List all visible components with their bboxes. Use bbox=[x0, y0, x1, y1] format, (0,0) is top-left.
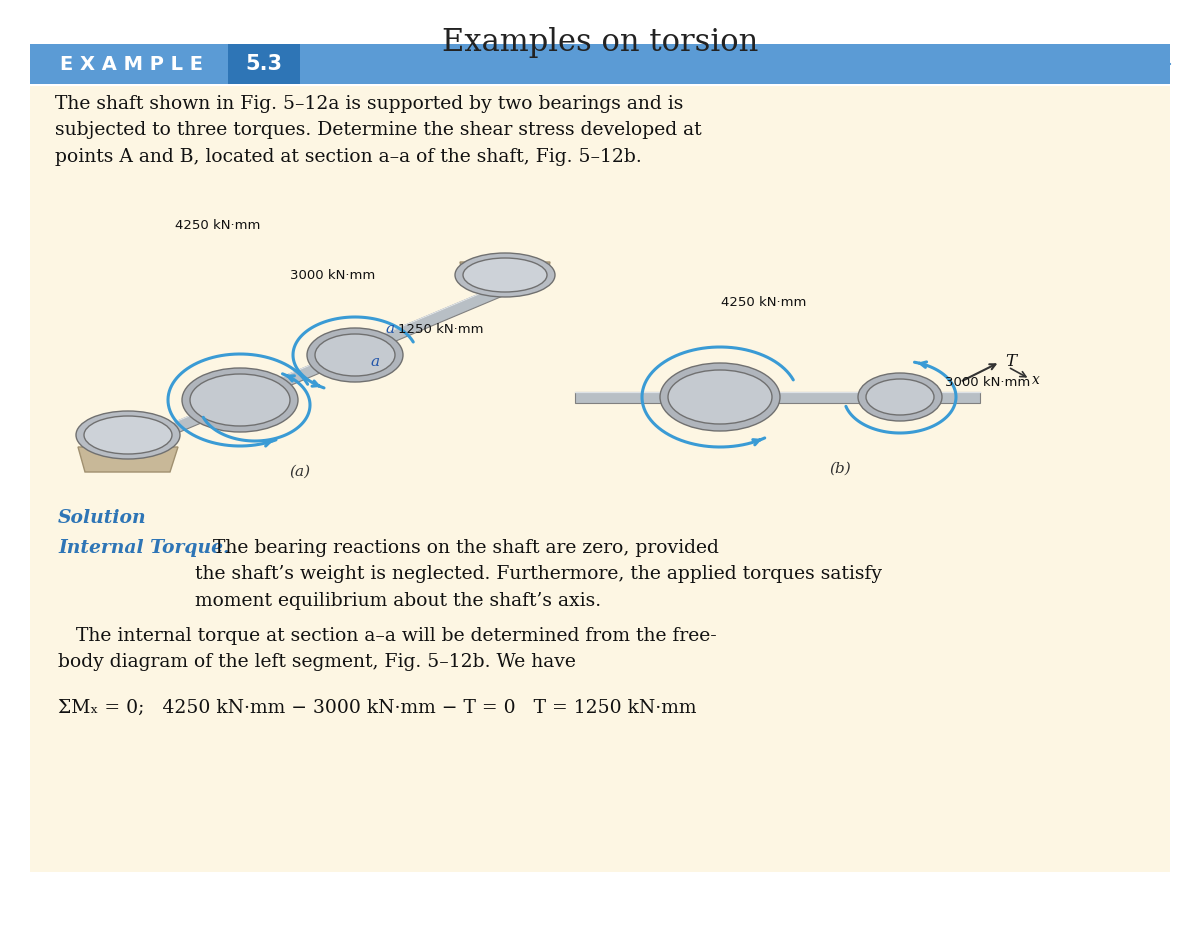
Text: (a): (a) bbox=[289, 465, 311, 479]
Text: The bearing reactions on the shaft are zero, provided
the shaft’s weight is negl: The bearing reactions on the shaft are z… bbox=[194, 539, 882, 610]
Polygon shape bbox=[460, 262, 550, 287]
Ellipse shape bbox=[455, 253, 554, 297]
FancyBboxPatch shape bbox=[30, 44, 1170, 84]
Text: 3000 kN·mm: 3000 kN·mm bbox=[946, 375, 1031, 388]
Ellipse shape bbox=[314, 334, 395, 376]
Text: Internal Torque.: Internal Torque. bbox=[58, 539, 229, 557]
Ellipse shape bbox=[84, 416, 172, 454]
Text: 4250 kN·mm: 4250 kN·mm bbox=[721, 296, 806, 309]
Polygon shape bbox=[78, 447, 178, 472]
Ellipse shape bbox=[866, 379, 934, 415]
Text: 1250 kN·mm: 1250 kN·mm bbox=[398, 323, 484, 336]
Ellipse shape bbox=[182, 368, 298, 432]
Ellipse shape bbox=[190, 374, 290, 426]
Text: 4250 kN·mm: 4250 kN·mm bbox=[175, 219, 260, 232]
Text: Solution: Solution bbox=[58, 509, 146, 527]
Text: The internal torque at section a–a will be determined from the free-
body diagra: The internal torque at section a–a will … bbox=[58, 627, 716, 671]
Text: a: a bbox=[371, 355, 379, 369]
Text: x: x bbox=[1032, 373, 1040, 387]
Text: Examples on torsion: Examples on torsion bbox=[442, 27, 758, 58]
Text: a: a bbox=[385, 322, 395, 336]
Text: ΣMₓ = 0;   4250 kN·mm − 3000 kN·mm − T = 0   T = 1250 kN·mm: ΣMₓ = 0; 4250 kN·mm − 3000 kN·mm − T = 0… bbox=[58, 699, 696, 717]
Text: T: T bbox=[1006, 352, 1016, 370]
Text: 3000 kN·mm: 3000 kN·mm bbox=[290, 269, 376, 282]
Ellipse shape bbox=[463, 258, 547, 292]
Polygon shape bbox=[575, 391, 980, 402]
Polygon shape bbox=[128, 282, 512, 452]
Text: The shaft shown in Fig. 5–12a is supported by two bearings and is
subjected to t: The shaft shown in Fig. 5–12a is support… bbox=[55, 95, 702, 166]
Ellipse shape bbox=[858, 373, 942, 421]
FancyBboxPatch shape bbox=[228, 44, 300, 84]
Ellipse shape bbox=[76, 411, 180, 459]
Text: 5.3: 5.3 bbox=[246, 54, 282, 74]
Ellipse shape bbox=[668, 370, 772, 424]
Ellipse shape bbox=[660, 363, 780, 431]
Ellipse shape bbox=[307, 328, 403, 382]
Text: E X A M P L E: E X A M P L E bbox=[60, 55, 203, 73]
FancyBboxPatch shape bbox=[30, 86, 1170, 872]
Text: (b): (b) bbox=[829, 462, 851, 476]
